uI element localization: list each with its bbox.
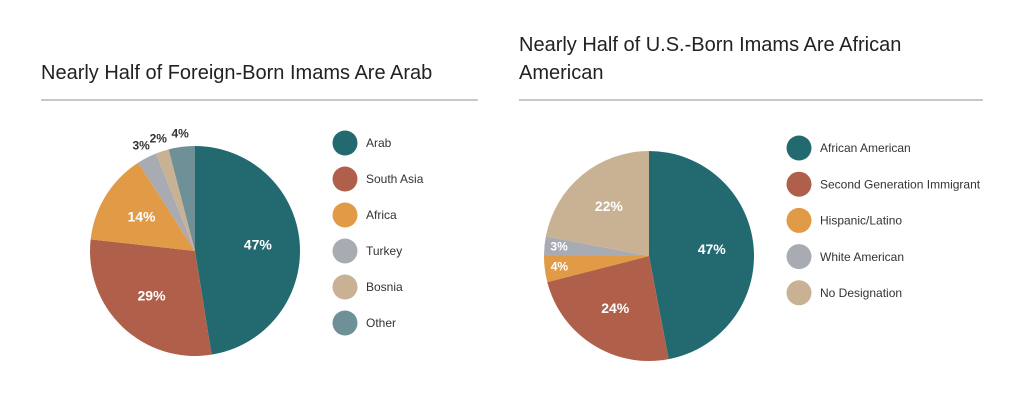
legend-swatch bbox=[332, 238, 358, 264]
divider bbox=[519, 99, 983, 101]
pie-slice bbox=[544, 256, 649, 283]
legend-label: Bosnia bbox=[366, 280, 403, 294]
pie-slice bbox=[89, 239, 212, 357]
pie-slice bbox=[649, 151, 755, 360]
data-label: 14% bbox=[127, 208, 156, 224]
data-label: 24% bbox=[601, 300, 630, 316]
chart-title: Nearly Half of Foreign-Born Imams Are Ar… bbox=[41, 62, 433, 84]
divider bbox=[41, 99, 478, 101]
legend-label: No Designation bbox=[820, 286, 902, 300]
pie-slice bbox=[168, 146, 195, 251]
data-label: 47% bbox=[244, 237, 273, 253]
data-label: 4% bbox=[171, 127, 189, 141]
legend-label: African American bbox=[820, 141, 911, 155]
data-label: 3% bbox=[550, 240, 568, 254]
legend-swatch bbox=[786, 171, 812, 197]
pie-slice bbox=[138, 153, 195, 251]
legend-swatch bbox=[332, 310, 358, 336]
legend-label: Second Generation Immigrant bbox=[820, 177, 981, 191]
legend-swatch bbox=[332, 274, 358, 300]
data-label: 29% bbox=[138, 287, 167, 303]
legend-label: Other bbox=[366, 316, 396, 330]
pie-slice bbox=[545, 151, 649, 256]
legend-swatch bbox=[786, 280, 812, 306]
chart-title: Nearly Half of U.S.-Born Imams Are Afric… bbox=[519, 34, 902, 84]
data-label: 3% bbox=[132, 139, 150, 153]
pie-slice bbox=[195, 146, 301, 355]
data-label: 4% bbox=[551, 259, 569, 273]
legend-swatch bbox=[786, 135, 812, 161]
data-label: 22% bbox=[595, 198, 624, 214]
pie-slice bbox=[544, 236, 649, 256]
pie-slice bbox=[155, 149, 195, 251]
pie-slice bbox=[547, 256, 669, 361]
legend-label: Africa bbox=[366, 208, 397, 222]
legend-swatch bbox=[786, 207, 812, 233]
legend-swatch bbox=[332, 202, 358, 228]
legend-swatch bbox=[786, 244, 812, 270]
pie-slice bbox=[90, 162, 195, 251]
legend-label: White American bbox=[820, 250, 904, 264]
legend-label: Hispanic/Latino bbox=[820, 214, 902, 228]
legend-label: Turkey bbox=[366, 244, 402, 258]
legend-label: South Asia bbox=[366, 172, 424, 186]
legend-label: Arab bbox=[366, 136, 392, 150]
data-label: 2% bbox=[150, 131, 168, 145]
legend-swatch bbox=[332, 166, 358, 192]
data-label: 47% bbox=[698, 241, 727, 257]
legend-swatch bbox=[332, 130, 358, 156]
